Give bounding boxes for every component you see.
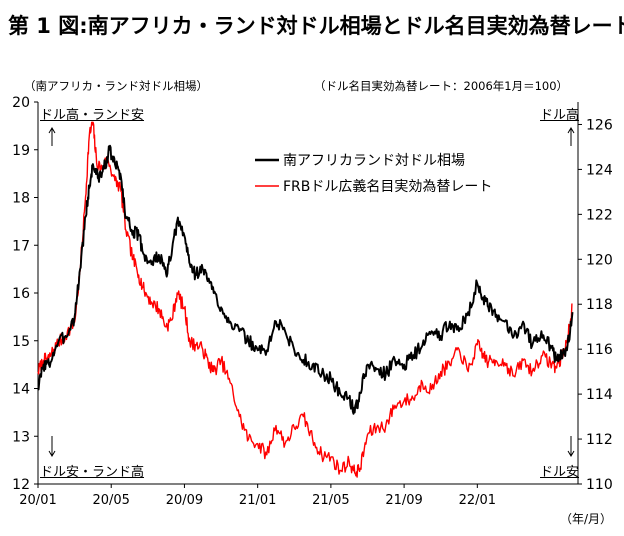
legend-label-zar: 南アフリカランド対ドル相場 — [283, 153, 465, 169]
arrow-down-left-icon-head — [48, 450, 56, 457]
left-y-tick-label: 19 — [12, 143, 30, 159]
corner-label-bottom-right: ドル安 — [540, 465, 580, 480]
corner-label-top-left: ドル高・ランド安 — [40, 108, 145, 123]
legend-label-usd: FRBドル広義名目実効為替レート — [283, 178, 492, 195]
x-tick-label: 20/09 — [166, 493, 203, 508]
axes-layer: 12 13 14 15 16 17 18 19 20 110 112 114 116 118 120 122 1… — [12, 95, 613, 508]
x-tick-label: 21/09 — [385, 493, 422, 508]
left-y-tick-label: 17 — [12, 238, 30, 254]
right-y-tick-label: 118 — [586, 297, 613, 313]
series-line-zar — [37, 144, 574, 415]
right-axis-title: （ドル名目実効為替レート：2006年1月＝100） — [314, 79, 569, 93]
series-layer — [37, 121, 574, 478]
corner-label-bottom-left: ドル安・ランド高 — [40, 465, 145, 480]
right-y-tick-label: 126 — [586, 117, 613, 133]
arrow-up-left-icon-head — [48, 127, 56, 134]
right-y-tick-label: 114 — [586, 387, 613, 403]
right-y-tick-label: 116 — [586, 342, 613, 358]
left-y-tick-label: 20 — [12, 95, 30, 111]
right-y-tick-label: 122 — [586, 207, 613, 223]
right-y-tick-label: 112 — [586, 432, 613, 448]
left-y-tick-label: 14 — [12, 382, 30, 398]
left-y-tick-label: 18 — [12, 191, 30, 207]
x-tick-label: 20/01 — [19, 493, 56, 508]
x-tick-label: 20/05 — [92, 493, 129, 508]
series-line-usd — [37, 121, 573, 478]
left-y-tick-label: 15 — [12, 334, 30, 350]
chart-title: 第 1 図:南アフリカ・ランド対ドル相場とドル名目実効為替レート — [8, 14, 624, 38]
right-y-tick-label: 110 — [586, 477, 613, 493]
left-y-tick-label: 13 — [12, 429, 30, 445]
x-tick-label: 21/05 — [312, 493, 349, 508]
legend: 南アフリカランド対ドル相場 FRBドル広義名目実効為替レート — [255, 153, 492, 195]
x-tick-label: 22/01 — [459, 493, 496, 508]
left-y-tick-label: 12 — [12, 477, 30, 493]
arrow-up-right-icon-head — [567, 127, 575, 134]
right-y-tick-label: 124 — [586, 162, 613, 178]
x-tick-label: 21/01 — [239, 493, 276, 508]
left-axis-title: （南アフリカ・ランド対ドル相場） — [24, 79, 208, 93]
arrow-down-right-icon-head — [567, 450, 575, 457]
corner-label-top-right: ドル高 — [540, 108, 580, 123]
right-y-tick-label: 120 — [586, 252, 613, 268]
x-axis-unit-label: （年/月） — [560, 512, 613, 526]
left-y-tick-label: 16 — [12, 286, 30, 302]
